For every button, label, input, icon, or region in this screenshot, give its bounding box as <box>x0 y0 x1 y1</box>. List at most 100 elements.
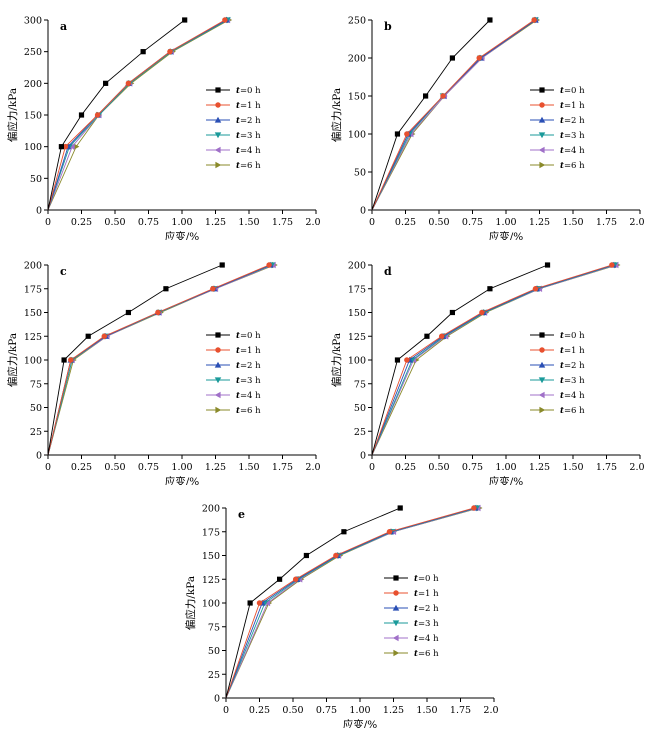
axes: 0 0.25 0.50 0.75 1.00 1.25 1.50 1.75 2.00 0 50 100 1… <box>348 16 644 229</box>
legend-value: =3 h <box>240 131 261 141</box>
legend-marker <box>215 161 222 169</box>
data-point <box>531 17 537 23</box>
y-tick-label: 75 <box>208 622 220 633</box>
data-point <box>438 333 445 339</box>
y-axis-title: 偏应力/kPa <box>184 576 197 630</box>
data-point <box>394 357 401 363</box>
panel-label: b <box>384 20 392 33</box>
x-tick-label: 0.25 <box>395 217 416 228</box>
legend-marker <box>539 332 545 338</box>
legend-label: t=6 h <box>560 161 585 171</box>
legend-item: t=2 h <box>384 604 439 614</box>
data-point <box>155 309 161 316</box>
data-point <box>449 309 455 316</box>
legend-var: t <box>560 146 564 156</box>
legend-label: t=3 h <box>560 131 585 141</box>
y-tick-label: 200 <box>24 261 42 272</box>
legend-value: =0 h <box>240 331 261 341</box>
data-point <box>163 286 169 292</box>
legend-var: t <box>236 86 240 96</box>
x-tick-label: 1.75 <box>272 462 293 473</box>
series-line <box>371 19 536 211</box>
legend-var: t <box>414 589 418 599</box>
legend-item: t=6 h <box>206 406 261 416</box>
x-tick-label: 1.00 <box>495 462 516 473</box>
legend-marker <box>393 575 399 581</box>
series-t4 <box>371 16 539 211</box>
legend-marker <box>214 361 222 368</box>
series-line <box>371 19 538 211</box>
legend-value: =4 h <box>240 391 261 401</box>
legend-var: t <box>236 391 240 401</box>
y-tick-label: 125 <box>348 332 366 343</box>
series-t2 <box>225 504 479 699</box>
legend-item: t=2 h <box>206 361 261 371</box>
legend-var: t <box>560 161 564 171</box>
data-point <box>247 600 253 606</box>
legend-label: t=3 h <box>236 131 261 141</box>
y-tick-label: 150 <box>348 308 366 319</box>
x-tick-label: 1.25 <box>529 217 550 228</box>
x-tick-label: 0.25 <box>71 217 92 228</box>
legend: t=0 ht=1 ht=2 ht=3 ht=4 ht=6 h <box>206 331 261 416</box>
x-tick-label: 0.25 <box>71 462 92 473</box>
legend-label: t=4 h <box>414 634 439 644</box>
legend-value: =2 h <box>418 604 439 614</box>
legend-marker <box>539 102 545 108</box>
legend-item: t=4 h <box>384 634 439 644</box>
x-tick-label: 0 <box>223 705 229 716</box>
legend-label: t=1 h <box>414 589 439 599</box>
legend-value: =0 h <box>564 86 585 96</box>
legend-var: t <box>414 634 418 644</box>
legend-item: t=4 h <box>530 391 585 401</box>
data-point <box>487 286 493 292</box>
legend-item: t=0 h <box>384 574 439 584</box>
legend-label: t=2 h <box>560 361 585 371</box>
series-t1 <box>371 262 615 456</box>
x-tick-label: 0.75 <box>138 217 159 228</box>
legend-item: t=3 h <box>530 131 585 141</box>
y-tick-label: 250 <box>348 16 366 27</box>
legend-item: t=4 h <box>206 146 261 156</box>
legend-marker <box>392 620 400 627</box>
data-point <box>404 357 410 363</box>
series-line <box>225 507 475 699</box>
legend-label: t=2 h <box>414 604 439 614</box>
legend: t=0 ht=1 ht=2 ht=3 ht=4 ht=6 h <box>530 86 585 171</box>
legend-item: t=0 h <box>206 86 261 96</box>
chart-panel-b: 0 0.25 0.50 0.75 1.00 1.25 1.50 1.75 2.00 0 50 100 1… <box>326 2 644 241</box>
data-point <box>449 55 455 61</box>
data-point <box>487 17 493 23</box>
legend-value: =0 h <box>418 574 439 584</box>
legend-item: t=0 h <box>530 86 585 96</box>
legend-label: t=4 h <box>560 391 585 401</box>
legend-marker <box>539 406 546 414</box>
legend-value: =0 h <box>240 86 261 96</box>
y-tick-label: 200 <box>202 504 220 515</box>
legend-value: =6 h <box>418 649 439 659</box>
legend-value: =3 h <box>564 376 585 386</box>
legend-marker <box>538 361 546 368</box>
data-point <box>292 576 299 582</box>
legend-label: t=1 h <box>560 346 585 356</box>
legend-var: t <box>560 361 564 371</box>
chart-panel-a: 0 0.25 0.50 0.75 1.00 1.25 1.50 1.75 2.00 0 50 100 1… <box>2 2 320 241</box>
legend-label: t=4 h <box>236 391 261 401</box>
legend-label: t=0 h <box>560 331 585 341</box>
legend-var: t <box>236 131 240 141</box>
legend-value: =0 h <box>564 331 585 341</box>
legend-item: t=1 h <box>530 101 585 111</box>
legend-var: t <box>560 116 564 126</box>
data-point <box>68 357 74 363</box>
data-point <box>386 529 393 535</box>
legend-item: t=1 h <box>530 346 585 356</box>
legend-value: =6 h <box>240 406 261 416</box>
x-tick-label: 0.25 <box>395 462 416 473</box>
legend-value: =4 h <box>564 391 585 401</box>
series-line <box>371 19 491 211</box>
x-tick-label: 1.25 <box>529 462 550 473</box>
legend-marker <box>538 377 546 384</box>
y-tick-label: 125 <box>24 332 42 343</box>
data-point <box>341 529 347 535</box>
legend-label: t=1 h <box>236 101 261 111</box>
